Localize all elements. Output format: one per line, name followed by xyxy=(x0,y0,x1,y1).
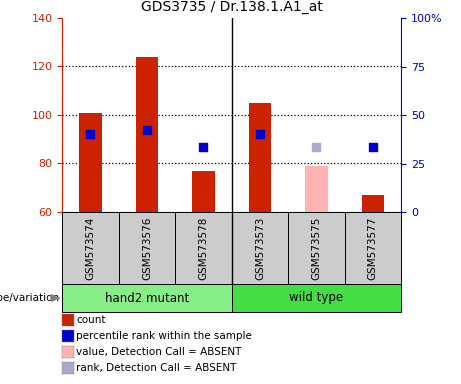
Bar xyxy=(305,166,328,212)
Bar xyxy=(288,212,344,284)
Point xyxy=(256,131,264,137)
Bar xyxy=(62,284,231,312)
Text: count: count xyxy=(76,315,106,325)
Text: genotype/variation: genotype/variation xyxy=(0,293,59,303)
Text: value, Detection Call = ABSENT: value, Detection Call = ABSENT xyxy=(76,347,242,357)
Point xyxy=(313,144,320,150)
Text: hand2 mutant: hand2 mutant xyxy=(105,291,189,305)
Bar xyxy=(62,212,118,284)
Text: GSM573578: GSM573578 xyxy=(198,216,208,280)
Bar xyxy=(175,212,231,284)
Bar xyxy=(231,284,401,312)
Text: GSM573577: GSM573577 xyxy=(368,216,378,280)
Text: GSM573573: GSM573573 xyxy=(255,216,265,280)
Bar xyxy=(344,212,401,284)
Bar xyxy=(361,195,384,212)
Point xyxy=(200,144,207,150)
Text: GSM573574: GSM573574 xyxy=(85,216,95,280)
Text: wild type: wild type xyxy=(290,291,343,305)
Text: GSM573576: GSM573576 xyxy=(142,216,152,280)
Bar xyxy=(118,212,175,284)
Bar xyxy=(192,171,215,212)
Bar xyxy=(231,212,288,284)
Point xyxy=(87,131,94,137)
Bar xyxy=(79,113,102,212)
Point xyxy=(143,126,151,132)
Point xyxy=(369,144,377,150)
Bar xyxy=(136,57,158,212)
Text: rank, Detection Call = ABSENT: rank, Detection Call = ABSENT xyxy=(76,363,236,373)
Text: percentile rank within the sample: percentile rank within the sample xyxy=(76,331,252,341)
Text: GSM573575: GSM573575 xyxy=(311,216,321,280)
Bar xyxy=(248,103,271,212)
Title: GDS3735 / Dr.138.1.A1_at: GDS3735 / Dr.138.1.A1_at xyxy=(141,0,323,14)
